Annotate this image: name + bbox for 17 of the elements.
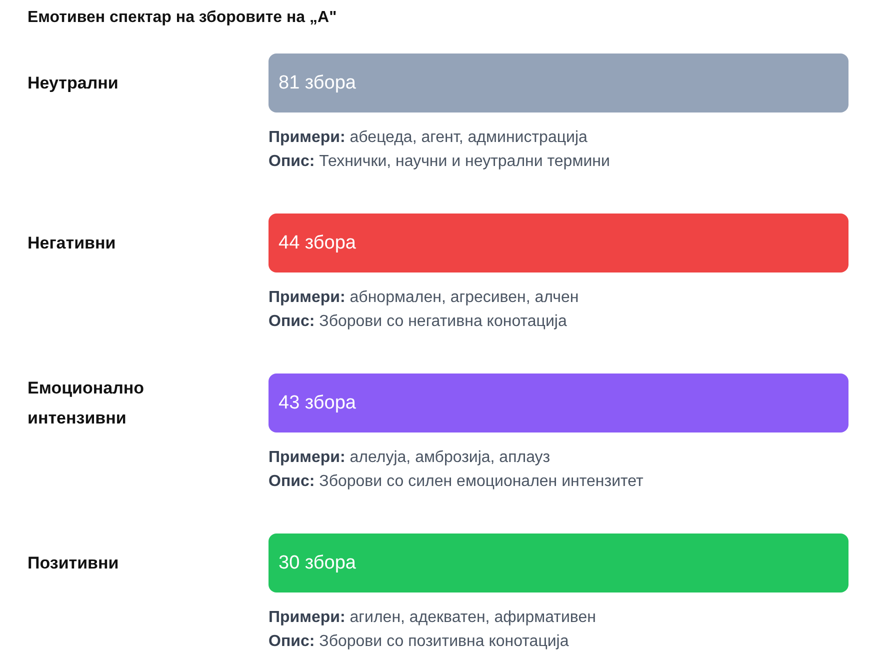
category-label: Емоционално интензивни [28, 378, 144, 428]
text: Опис: Технички, научни и неутрални термини [268, 153, 610, 170]
category-label: Негативни [28, 234, 116, 252]
data-label: 81 збора [278, 72, 356, 94]
data-label: 44 збора [278, 232, 356, 254]
data-label: 30 збора [278, 552, 356, 574]
text: Примери: абецеда, агент, администрација [268, 129, 588, 146]
text: Опис: Зборови со негативна конотација [268, 313, 567, 330]
text: Примери: алелуја, амброзија, аплауз [268, 449, 550, 466]
data-label: 43 збора [278, 392, 356, 414]
category-label: Неутрални [28, 74, 118, 92]
category-label: Позитивни [28, 554, 119, 572]
text: Емотивен спектар на зборовите на „А" [28, 9, 337, 26]
text: Примери: абнормален, агресивен, алчен [268, 289, 579, 306]
text: Примери: агилен, адекватен, афирмативен [268, 609, 596, 626]
text: Опис: Зборови со позитивна конотација [268, 633, 569, 650]
text: Опис: Зборови со силен емоционален интензитет [268, 473, 644, 490]
